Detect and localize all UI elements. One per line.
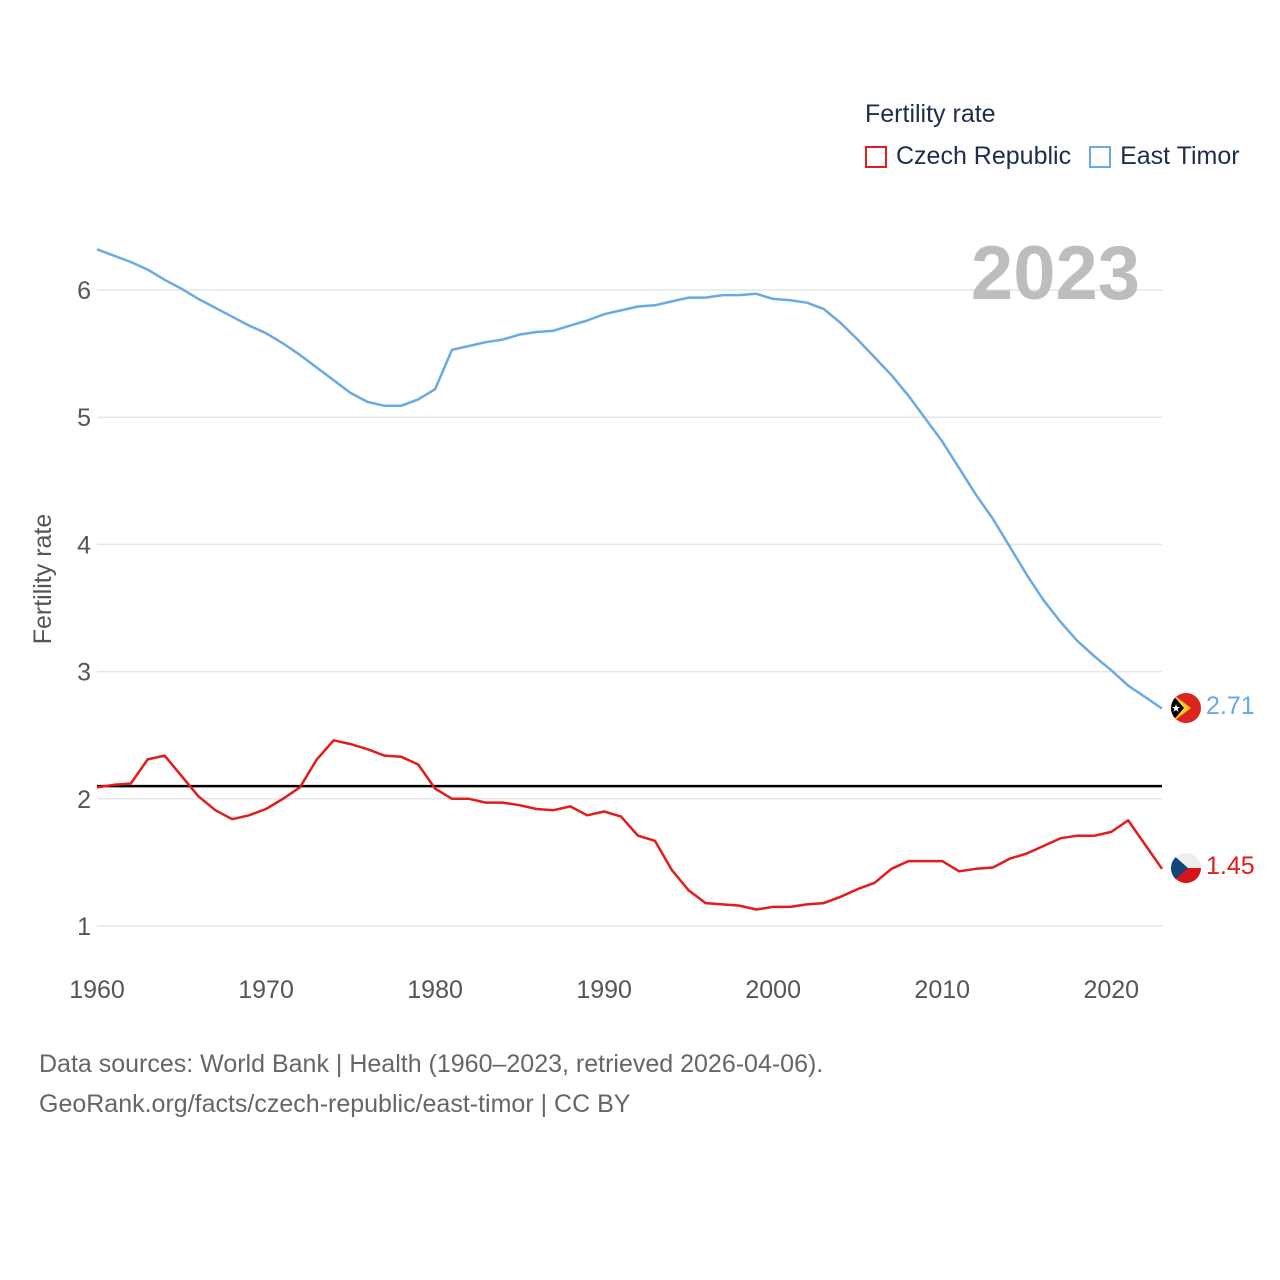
y-axis-label: Fertility rate [29,514,57,645]
czech-republic-swatch-icon [865,145,887,168]
legend: Czech Republic East Timor [865,142,1258,171]
legend-label-east-timor: East Timor [1120,142,1240,170]
x-axis-ticks: 1960 1970 1980 1990 2000 2010 2020 [69,976,1139,1004]
legend-title: Fertility rate [865,100,996,128]
x-tick-label: 1980 [407,976,463,1004]
x-tick-label: 1990 [576,976,632,1004]
x-tick-label: 1960 [69,976,125,1004]
czech-republic-flag-icon [1171,853,1201,883]
east-timor-swatch-icon [1089,145,1112,168]
x-tick-label: 2000 [745,976,801,1004]
source-line-1: Data sources: World Bank | Health (1960–… [39,1050,824,1078]
source-note: Data sources: World Bank | Health (1960–… [39,1044,823,1124]
y-tick-label: 4 [77,531,91,559]
y-tick-label: 1 [77,913,91,941]
gridlines [97,289,1162,927]
east-timor-flag-icon [1171,693,1201,723]
czech-republic-end-label: 1.45 [1206,852,1255,880]
y-tick-label: 6 [77,277,91,305]
series-lines [96,248,1164,911]
y-axis-ticks: 1 2 3 4 5 6 [77,277,91,941]
czech-republic-line [96,739,1164,911]
east-timor-end-label: 2.71 [1206,692,1255,720]
legend-item-east-timor[interactable]: East Timor [1089,142,1240,171]
y-tick-label: 3 [77,659,91,687]
y-tick-label: 2 [77,786,91,814]
legend-label-czech-republic: Czech Republic [896,142,1072,170]
legend-item-czech-republic[interactable]: Czech Republic [865,142,1071,171]
y-tick-label: 5 [77,404,91,432]
end-markers [1171,693,1201,883]
source-line-2[interactable]: GeoRank.org/facts/czech-republic/east-ti… [39,1090,631,1118]
east-timor-line [96,248,1163,710]
x-tick-label: 1970 [238,976,294,1004]
big-year-label: 2023 [971,231,1140,316]
x-tick-label: 2020 [1083,976,1139,1004]
x-tick-label: 2010 [914,976,970,1004]
